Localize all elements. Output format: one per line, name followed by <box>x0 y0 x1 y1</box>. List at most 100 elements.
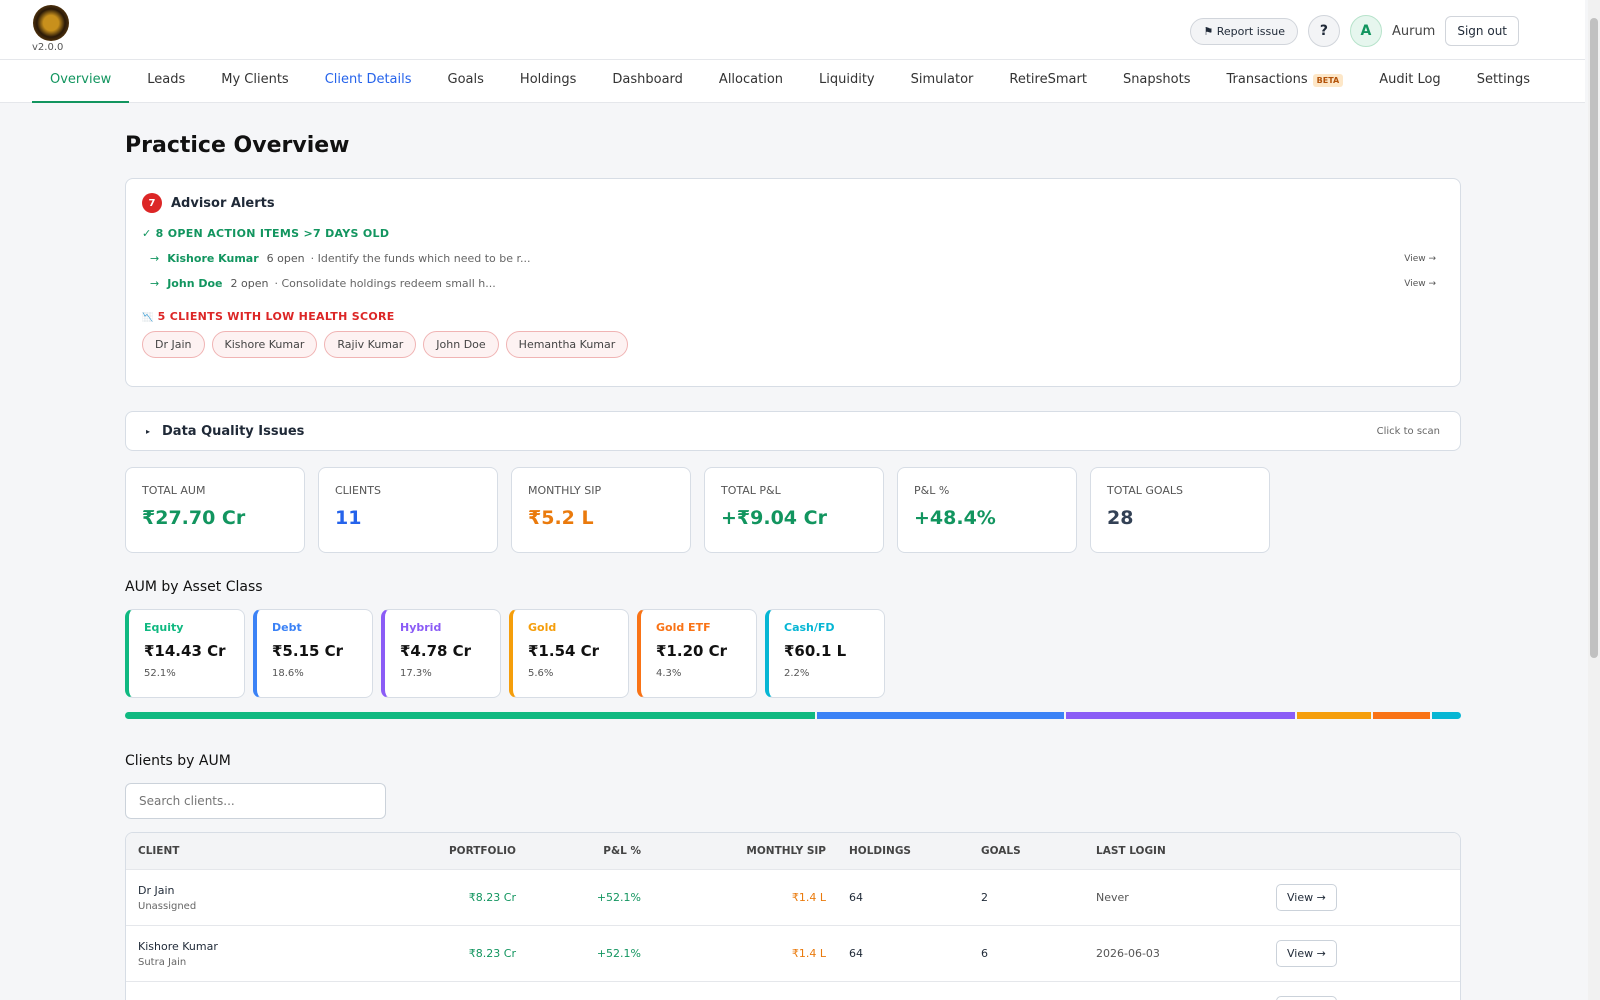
nav-item[interactable]: Holdings <box>502 60 594 103</box>
client-name: Kishore Kumar <box>167 252 259 265</box>
asset-amount: ₹14.43 Cr <box>144 642 226 660</box>
action-cell: View → <box>1276 940 1460 967</box>
alerts-card: 7 Advisor Alerts ✓ 8 OPEN ACTION ITEMS >7… <box>125 178 1461 387</box>
nav-label: Overview <box>50 72 112 87</box>
nav-item[interactable]: My Clients <box>203 60 306 103</box>
page-title: Practice Overview <box>125 133 350 158</box>
action-item[interactable]: → John Doe 2 open · Consolidate holdings re… <box>150 277 1444 290</box>
client-name: John Doe <box>167 277 223 290</box>
pnl: +52.1% <box>596 891 641 904</box>
client-chip[interactable]: Rajiv Kumar <box>324 331 417 358</box>
asset-card: Gold ETF ₹1.20 Cr 4.3% <box>637 609 757 698</box>
nav-label: Transactions <box>1226 72 1308 87</box>
bar-segment <box>817 712 1064 719</box>
report-issue[interactable]: ⚑ Report issue <box>1190 17 1298 45</box>
column-header: LAST LOGIN <box>1096 845 1166 857</box>
sign-out[interactable]: Sign out <box>1445 16 1519 46</box>
column-header: PORTFOLIO <box>448 845 516 857</box>
nav-item[interactable]: RetireSmart <box>991 60 1105 103</box>
column-header: P&L % <box>603 845 641 857</box>
avatar[interactable]: A <box>1349 15 1382 47</box>
nav-label: Goals <box>447 72 484 87</box>
nav-label: Simulator <box>910 72 974 87</box>
sip: ₹1.4 L <box>791 891 826 904</box>
view-button[interactable]: View → <box>1276 884 1337 911</box>
kpi-card: TOTAL AUM ₹27.70 Cr <box>125 467 305 553</box>
kpi-value: 11 <box>335 507 362 529</box>
nav-item[interactable]: Transactions BETA <box>1208 60 1361 103</box>
nav-badge: BETA <box>1312 74 1344 87</box>
nav-item[interactable]: Overview <box>32 60 130 103</box>
column-header: MONTHLY SIP <box>746 845 826 857</box>
asset-amount: ₹5.15 Cr <box>272 642 344 660</box>
nav-item[interactable]: Goals <box>430 60 502 103</box>
nav-item[interactable]: Audit Log <box>1361 60 1458 103</box>
view-button[interactable]: View → <box>1276 996 1337 1000</box>
scrollbar[interactable] <box>1588 0 1600 1000</box>
nav-item[interactable]: Settings <box>1459 60 1548 103</box>
help[interactable]: ? <box>1307 15 1340 47</box>
asset-card: Equity ₹14.43 Cr 52.1% <box>125 609 245 698</box>
nav-item[interactable]: Liquidity <box>801 60 893 103</box>
allocation-bar <box>125 712 1461 719</box>
asset-name: Debt <box>272 621 302 634</box>
open-count: 2 open <box>230 277 269 290</box>
portfolio: ₹8.23 Cr <box>468 891 516 904</box>
asset-share: 2.2% <box>784 668 810 679</box>
nav-item[interactable]: Leads <box>129 60 203 103</box>
asset-share: 18.6% <box>272 668 304 679</box>
nav-item[interactable]: Client Details <box>307 60 430 103</box>
data-quality[interactable]: ▸ Data Quality Issues Click to scan <box>125 411 1461 451</box>
kpi-label: CLIENTS <box>335 484 381 497</box>
logo[interactable] <box>33 5 69 41</box>
main: Practice Overview 7 Advisor Alerts ✓ 8 OP… <box>125 103 1461 1000</box>
asset-name: Gold <box>528 621 557 634</box>
client-chip[interactable]: Dr Jain <box>142 331 205 358</box>
column-header: CLIENT <box>138 845 180 857</box>
client-chip[interactable]: Kishore Kumar <box>211 331 318 358</box>
view-link[interactable]: View → <box>1404 278 1436 289</box>
kpi-card: MONTHLY SIP ₹5.2 L <box>511 467 691 553</box>
table-header: CLIENT PORTFOLIO P&L % MONTHLY SIP HOLDINGS G… <box>126 833 1460 869</box>
search[interactable] <box>125 783 386 819</box>
asset-card: Gold ₹1.54 Cr 5.6% <box>509 609 629 698</box>
view-link[interactable]: View → <box>1404 253 1436 264</box>
note: · Consolidate holdings redeem small h... <box>274 277 496 290</box>
nav-label: Holdings <box>519 72 577 87</box>
asset-name: Hybrid <box>400 621 442 634</box>
nav-label: RetireSmart <box>1009 72 1087 87</box>
asset-share: 4.3% <box>656 668 682 679</box>
table-row: Rajiv KumarView → <box>126 981 1460 1000</box>
nav-item[interactable]: Allocation <box>701 60 801 103</box>
action-item[interactable]: → Kishore Kumar 6 open · Identify the funds… <box>150 252 1444 265</box>
holdings: 64 <box>849 891 863 904</box>
view-button[interactable]: View → <box>1276 940 1337 967</box>
kpi-card: TOTAL P&L +₹9.04 Cr <box>704 467 884 553</box>
nav-item[interactable]: Simulator <box>893 60 992 103</box>
nav-item[interactable]: Dashboard <box>594 60 701 103</box>
kpi-label: P&L % <box>914 484 950 497</box>
dq-title: Data Quality Issues <box>162 423 305 439</box>
bar-segment <box>1296 712 1371 719</box>
kpi-card: TOTAL GOALS 28 <box>1090 467 1270 553</box>
client-chip[interactable]: Hemantha Kumar <box>505 331 629 358</box>
top-bar: v2.0.0 ⚑ Report issue ? A Aurum Sign out <box>0 0 1585 60</box>
scroll-thumb[interactable] <box>1590 18 1598 658</box>
nav-item[interactable]: Snapshots <box>1105 60 1209 103</box>
dq-action[interactable]: Click to scan <box>1376 425 1440 437</box>
asset-name: Gold ETF <box>656 621 711 634</box>
holdings: 64 <box>849 947 863 960</box>
bar-segment <box>125 712 816 719</box>
client-chip[interactable]: John Doe <box>423 331 499 358</box>
kpi-value: +₹9.04 Cr <box>721 507 827 529</box>
action-cell: View → <box>1276 884 1460 911</box>
table-row: Dr Jain Unassigned ₹8.23 Cr +52.1% ₹1.4 L 64 2… <box>126 869 1460 925</box>
arrow: → <box>150 252 160 265</box>
nav-label: Liquidity <box>819 72 875 87</box>
health-heading: 5 CLIENTS WITH LOW HEALTH SCORE <box>157 310 395 323</box>
clients-title: Clients by AUM <box>125 753 231 769</box>
kpi-label: MONTHLY SIP <box>528 484 602 497</box>
bar-segment <box>1372 712 1430 719</box>
bar-segment <box>1065 712 1295 719</box>
